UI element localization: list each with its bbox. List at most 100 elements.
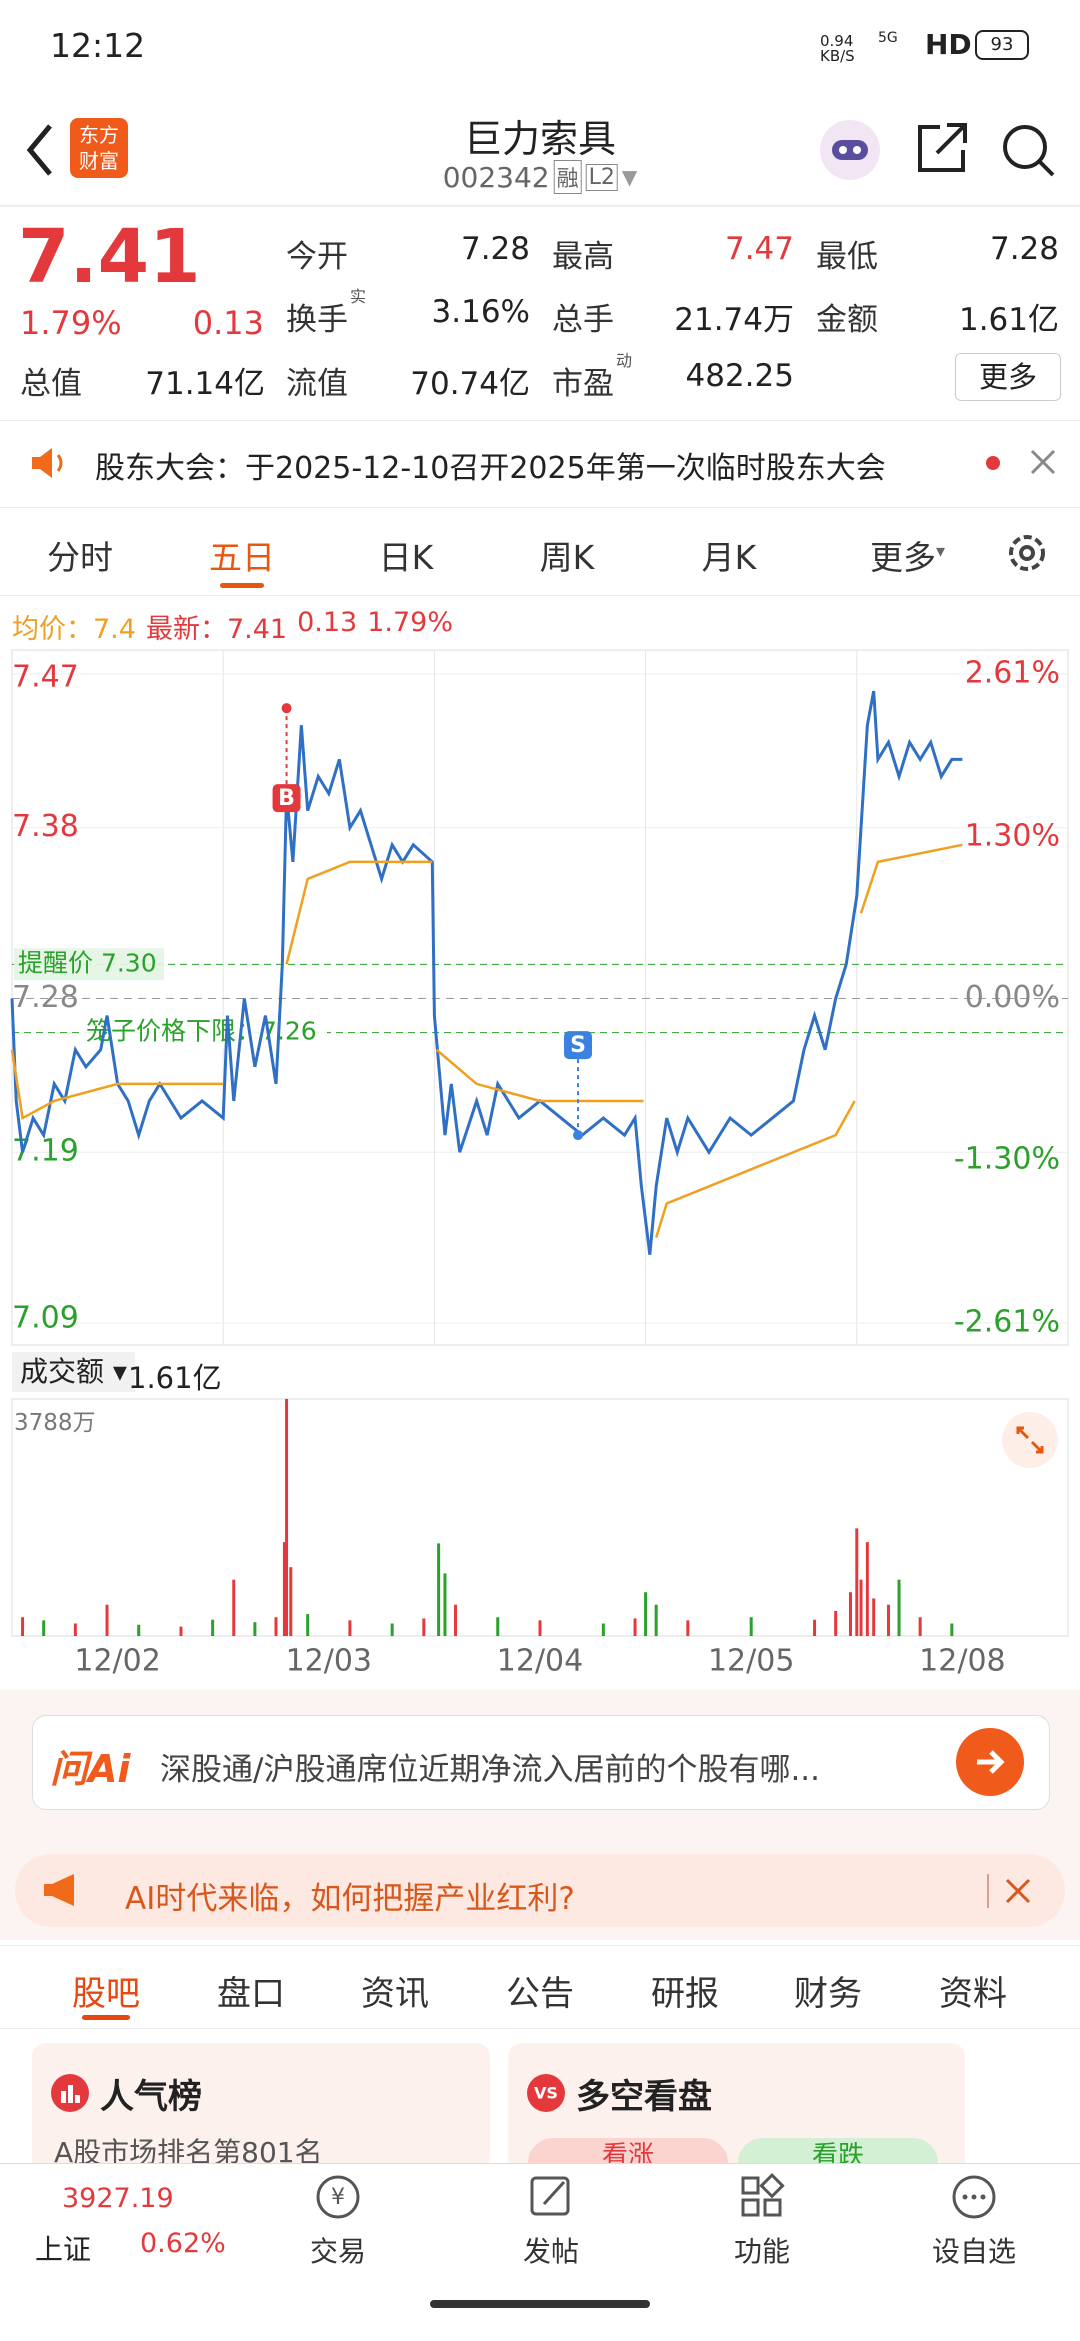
notice-bar[interactable] xyxy=(0,420,1080,508)
banner-close[interactable] xyxy=(985,1868,1045,1914)
index-name[interactable]: 上证 xyxy=(35,2233,92,2266)
header-icons[interactable] xyxy=(815,115,1065,185)
divider xyxy=(0,595,1080,596)
marker-label: S xyxy=(570,1033,586,1058)
volume-bar xyxy=(538,1620,542,1636)
card-popularity[interactable]: 人气榜 A股市场排名第801名 xyxy=(32,2043,490,2173)
back-icon[interactable] xyxy=(20,120,60,180)
x-tick-label: 12/05 xyxy=(708,1644,794,1679)
volume-bar xyxy=(496,1617,500,1636)
nav-label[interactable]: 交易 xyxy=(309,2235,367,2268)
tab[interactable]: 资料 xyxy=(939,1974,1007,2014)
tab[interactable]: 财务 xyxy=(794,1974,862,2014)
field-value: 7.47 xyxy=(724,231,794,267)
marker-box xyxy=(564,1031,593,1060)
series-line xyxy=(10,690,963,1255)
x-tick-label: 12/04 xyxy=(497,1644,583,1679)
divider xyxy=(0,205,1080,207)
series-line xyxy=(10,843,963,1238)
tab[interactable]: 资讯 xyxy=(361,1974,429,2014)
volume-bar xyxy=(686,1620,690,1636)
volume-bar xyxy=(813,1619,817,1636)
tab[interactable]: 盘口 xyxy=(217,1974,285,2014)
marker-dot xyxy=(573,1130,584,1141)
card-sentiment[interactable]: VS 多空看盘 看涨 看跌 xyxy=(508,2043,965,2173)
tab[interactable]: 公告 xyxy=(506,1974,574,2014)
nav-icon[interactable] xyxy=(526,2172,576,2222)
more-button[interactable]: 更多 xyxy=(955,353,1061,401)
nav-icon[interactable]: ¥ xyxy=(313,2172,363,2222)
tab[interactable]: 股吧 xyxy=(72,1974,140,2014)
svg-text:¥: ¥ xyxy=(331,2185,345,2210)
expand-icon[interactable] xyxy=(1000,1410,1060,1470)
notice-close[interactable] xyxy=(980,445,1065,481)
volume-bar xyxy=(834,1610,838,1636)
divider xyxy=(0,2028,1080,2029)
field-value: 70.74亿 xyxy=(410,366,530,402)
nav-label[interactable]: 发帖 xyxy=(522,2235,580,2268)
volume-bar xyxy=(285,1399,289,1636)
field-value: 7.28 xyxy=(460,231,530,267)
tab[interactable]: 日K xyxy=(378,538,434,577)
reference-label: 提醒价 7.30 xyxy=(18,948,157,977)
volume-bar xyxy=(443,1573,447,1636)
volume-bar xyxy=(232,1579,236,1636)
tab[interactable]: 更多 xyxy=(870,538,936,577)
field-label: 换手 xyxy=(286,302,348,338)
y2-tick-label: 0.00% xyxy=(965,980,1060,1015)
field-value: 71.14亿 xyxy=(145,366,265,402)
volume-bar xyxy=(897,1579,901,1636)
field-value: 3.16% xyxy=(431,294,530,330)
volume-bar xyxy=(179,1626,183,1636)
banner-text[interactable]: AI时代来临，如何把握产业红利? xyxy=(125,1881,575,1917)
field-value: 482.25 xyxy=(685,358,794,394)
volume-bar xyxy=(437,1543,441,1636)
volume-bar xyxy=(601,1623,605,1636)
legend-name: 最新： xyxy=(145,614,227,645)
nav-label[interactable]: 功能 xyxy=(733,2235,791,2268)
nav-icon[interactable] xyxy=(737,2172,787,2222)
app-logo[interactable]: 东方财富 xyxy=(70,118,128,178)
volume-frame xyxy=(11,1398,1069,1637)
notice-text[interactable]: 股东大会：于2025-12-10召开2025年第一次临时股东大会 xyxy=(95,451,886,486)
tab[interactable]: 周K xyxy=(539,538,595,577)
field-label: 流值 xyxy=(286,366,348,402)
stock-code: 002342 xyxy=(442,160,550,194)
card-title: 人气榜 xyxy=(100,2077,202,2117)
ai-prompt[interactable]: 深股通/沪股通席位近期净流入居前的个股有哪... xyxy=(160,1752,821,1788)
tab-underline xyxy=(82,2015,130,2020)
field-value: 7.28 xyxy=(989,231,1059,267)
banner[interactable] xyxy=(15,1854,1065,1927)
chart-legend: 均价：7.4 最新：7.41 0.13 1.79% xyxy=(12,607,453,646)
volume-selector[interactable]: 成交额 ▾ xyxy=(12,1352,135,1392)
ai-box[interactable] xyxy=(32,1715,1050,1810)
field-label: 今开 xyxy=(286,239,348,275)
y-tick-label: 7.38 xyxy=(12,809,79,844)
ai-send[interactable] xyxy=(955,1727,1025,1797)
nav-label[interactable]: 设自选 xyxy=(931,2235,1017,2268)
volume-bar xyxy=(137,1624,141,1636)
card-title: 多空看盘 xyxy=(576,2077,712,2117)
volume-bar xyxy=(211,1619,215,1636)
tab[interactable]: 分时 xyxy=(47,538,113,577)
volume-bar xyxy=(872,1598,876,1636)
legend-value: 0.13 xyxy=(297,607,358,638)
volume-bar xyxy=(306,1614,310,1636)
bottom-nav xyxy=(0,2163,1080,2341)
tab[interactable]: 五日 xyxy=(209,538,275,577)
field-label: 总手 xyxy=(552,302,614,338)
settings-icon[interactable] xyxy=(1004,530,1050,576)
tab[interactable]: 月K xyxy=(701,538,757,577)
tab[interactable]: 研报 xyxy=(651,1974,719,2014)
home-indicator xyxy=(430,2300,650,2308)
legend-value: 7.41 xyxy=(226,614,288,645)
y-tick-label: 7.09 xyxy=(12,1301,79,1336)
volume-bar xyxy=(21,1617,25,1636)
nav-icon[interactable] xyxy=(949,2172,999,2222)
volume-bar xyxy=(42,1620,46,1636)
index-value[interactable]: 3927.19 xyxy=(62,2183,174,2214)
field-label: 市盈 xyxy=(552,366,614,402)
plot-frame xyxy=(11,649,1069,1346)
field-label: 最低 xyxy=(816,239,878,275)
index-pct[interactable]: 0.62% xyxy=(140,2228,226,2259)
